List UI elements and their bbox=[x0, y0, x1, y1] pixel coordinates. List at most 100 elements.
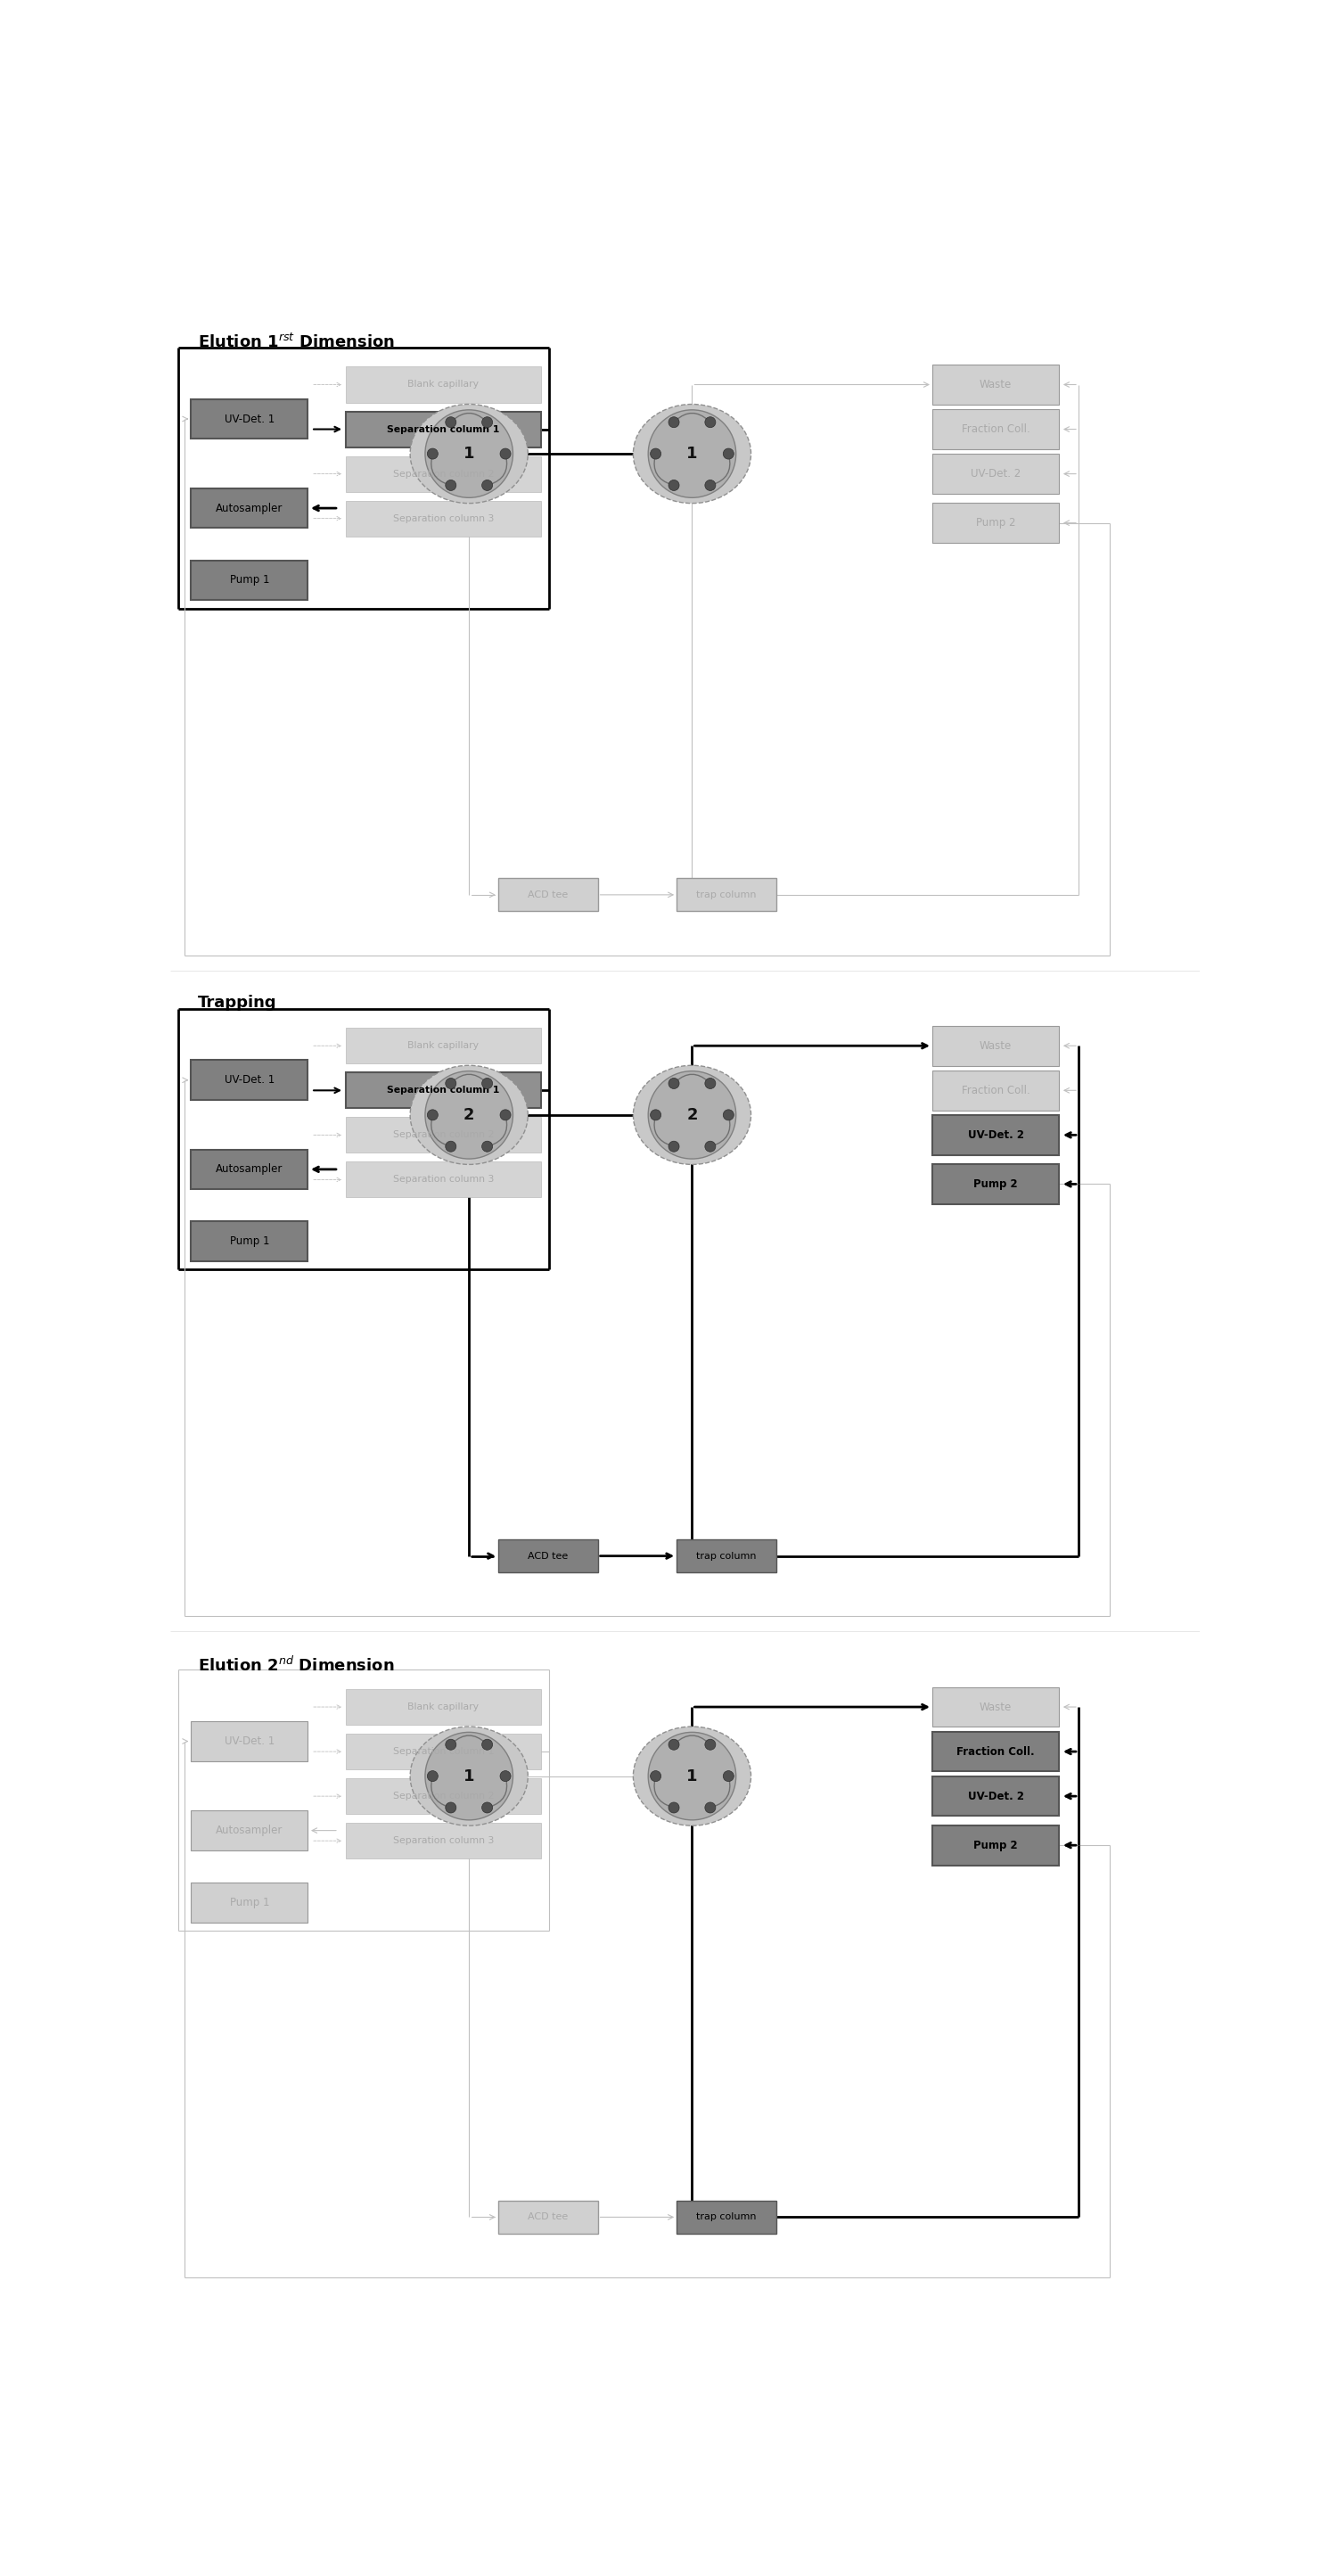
Text: Autosampler: Autosampler bbox=[215, 502, 283, 515]
Text: Blank capillary: Blank capillary bbox=[408, 381, 479, 389]
Circle shape bbox=[428, 448, 439, 459]
Circle shape bbox=[668, 417, 679, 428]
Text: Pump 1: Pump 1 bbox=[230, 1896, 269, 1909]
Text: trap column: trap column bbox=[697, 891, 757, 899]
Circle shape bbox=[668, 1803, 679, 1814]
Circle shape bbox=[481, 1803, 492, 1814]
Text: trap column: trap column bbox=[697, 1551, 757, 1561]
Ellipse shape bbox=[410, 404, 528, 502]
FancyBboxPatch shape bbox=[191, 1221, 308, 1262]
Circle shape bbox=[705, 1803, 715, 1814]
Circle shape bbox=[723, 1770, 734, 1783]
FancyBboxPatch shape bbox=[932, 502, 1059, 544]
Text: 2: 2 bbox=[686, 1108, 698, 1123]
Circle shape bbox=[705, 479, 715, 489]
Circle shape bbox=[445, 417, 456, 428]
FancyBboxPatch shape bbox=[191, 1149, 308, 1190]
FancyBboxPatch shape bbox=[345, 1690, 541, 1726]
Circle shape bbox=[445, 1739, 456, 1749]
FancyBboxPatch shape bbox=[191, 489, 308, 528]
Text: Separation column 2: Separation column 2 bbox=[393, 1793, 493, 1801]
Circle shape bbox=[648, 1731, 735, 1821]
Text: Separation column 3: Separation column 3 bbox=[393, 1837, 493, 1844]
Text: Separation column 2: Separation column 2 bbox=[393, 469, 493, 479]
FancyBboxPatch shape bbox=[499, 878, 598, 912]
Text: Waste: Waste bbox=[980, 379, 1012, 392]
Circle shape bbox=[723, 448, 734, 459]
FancyBboxPatch shape bbox=[345, 1072, 541, 1108]
Text: UV-Det. 2: UV-Det. 2 bbox=[968, 1128, 1024, 1141]
Text: Separation column 1: Separation column 1 bbox=[386, 425, 500, 433]
Text: Elution 1$^{rst}$ Dimension: Elution 1$^{rst}$ Dimension bbox=[198, 332, 394, 350]
Text: 2: 2 bbox=[464, 1108, 475, 1123]
Circle shape bbox=[668, 1739, 679, 1749]
FancyBboxPatch shape bbox=[345, 1824, 541, 1860]
Circle shape bbox=[445, 1079, 456, 1090]
Text: Pump 2: Pump 2 bbox=[973, 1177, 1017, 1190]
Circle shape bbox=[650, 1110, 660, 1121]
FancyBboxPatch shape bbox=[345, 456, 541, 492]
FancyBboxPatch shape bbox=[191, 399, 308, 438]
Text: Fraction Coll.: Fraction Coll. bbox=[957, 1747, 1035, 1757]
Text: 1: 1 bbox=[464, 446, 475, 461]
Text: 1: 1 bbox=[464, 1767, 475, 1785]
Text: Fraction Coll.: Fraction Coll. bbox=[961, 422, 1029, 435]
Ellipse shape bbox=[634, 1726, 751, 1826]
Circle shape bbox=[445, 1803, 456, 1814]
Text: trap column: trap column bbox=[697, 2213, 757, 2221]
Circle shape bbox=[481, 1079, 492, 1090]
FancyBboxPatch shape bbox=[345, 412, 541, 448]
Text: Waste: Waste bbox=[980, 1041, 1012, 1051]
FancyBboxPatch shape bbox=[932, 1731, 1059, 1772]
FancyBboxPatch shape bbox=[345, 1162, 541, 1198]
Circle shape bbox=[500, 1110, 511, 1121]
Text: Separation column 1: Separation column 1 bbox=[386, 1087, 500, 1095]
Text: Separation column 3: Separation column 3 bbox=[393, 1175, 493, 1185]
Text: Trapping: Trapping bbox=[198, 994, 277, 1010]
FancyBboxPatch shape bbox=[932, 453, 1059, 495]
Circle shape bbox=[648, 410, 735, 497]
Circle shape bbox=[481, 1141, 492, 1151]
Text: UV-Det. 1: UV-Det. 1 bbox=[225, 412, 274, 425]
Ellipse shape bbox=[634, 1066, 751, 1164]
FancyBboxPatch shape bbox=[932, 1072, 1059, 1110]
Text: Separation column 2: Separation column 2 bbox=[393, 1131, 493, 1139]
FancyBboxPatch shape bbox=[932, 1025, 1059, 1066]
Circle shape bbox=[705, 1739, 715, 1749]
Circle shape bbox=[648, 1072, 735, 1159]
FancyBboxPatch shape bbox=[345, 1777, 541, 1814]
Text: Separation column 3: Separation column 3 bbox=[393, 515, 493, 523]
Circle shape bbox=[500, 1770, 511, 1783]
FancyBboxPatch shape bbox=[932, 1826, 1059, 1865]
Text: UV-Det. 1: UV-Det. 1 bbox=[225, 1074, 274, 1087]
Circle shape bbox=[650, 448, 660, 459]
Circle shape bbox=[425, 1072, 513, 1159]
Text: Pump 2: Pump 2 bbox=[973, 1839, 1017, 1852]
Ellipse shape bbox=[410, 1726, 528, 1826]
Text: UV-Det. 1: UV-Det. 1 bbox=[225, 1736, 274, 1747]
Text: Pump 1: Pump 1 bbox=[230, 574, 269, 585]
Circle shape bbox=[425, 1731, 513, 1821]
Text: Pump 1: Pump 1 bbox=[230, 1236, 269, 1247]
Text: Autosampler: Autosampler bbox=[215, 1164, 283, 1175]
Ellipse shape bbox=[634, 404, 751, 502]
Circle shape bbox=[428, 1110, 439, 1121]
Circle shape bbox=[500, 448, 511, 459]
Text: Elution 2$^{nd}$ Dimension: Elution 2$^{nd}$ Dimension bbox=[198, 1656, 394, 1674]
Circle shape bbox=[705, 1079, 715, 1090]
FancyBboxPatch shape bbox=[932, 1164, 1059, 1203]
Circle shape bbox=[425, 410, 513, 497]
Circle shape bbox=[445, 1141, 456, 1151]
Circle shape bbox=[723, 1110, 734, 1121]
Circle shape bbox=[668, 1079, 679, 1090]
FancyBboxPatch shape bbox=[677, 878, 777, 912]
Circle shape bbox=[428, 1770, 439, 1783]
FancyBboxPatch shape bbox=[677, 2200, 777, 2233]
FancyBboxPatch shape bbox=[932, 1115, 1059, 1154]
Circle shape bbox=[481, 479, 492, 489]
FancyBboxPatch shape bbox=[345, 500, 541, 536]
Circle shape bbox=[668, 1141, 679, 1151]
Text: Waste: Waste bbox=[980, 1700, 1012, 1713]
Text: 1: 1 bbox=[686, 446, 698, 461]
FancyBboxPatch shape bbox=[932, 1777, 1059, 1816]
